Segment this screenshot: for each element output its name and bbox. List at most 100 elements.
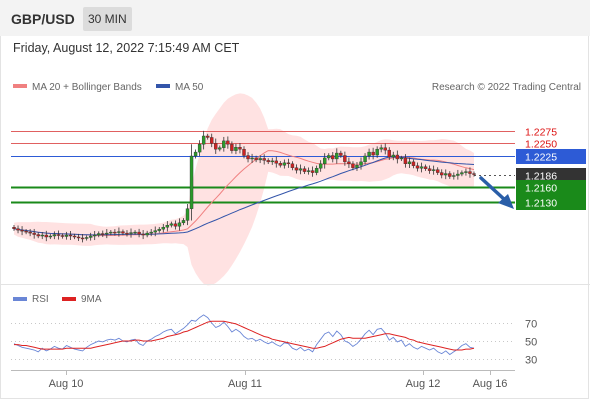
- candle-body: [254, 157, 258, 161]
- candle-body: [298, 168, 303, 171]
- candle-body: [105, 232, 109, 235]
- candle-body: [165, 225, 170, 228]
- candle-body: [93, 234, 97, 237]
- candle-body: [468, 171, 472, 174]
- last-price-label: 1.2186: [525, 171, 557, 183]
- candle-body: [117, 231, 121, 233]
- rsi-ma-legend-swatch: [62, 297, 76, 301]
- candle-body: [258, 158, 262, 161]
- support-1-label: 1.2160: [525, 183, 557, 195]
- candle-body: [387, 149, 391, 158]
- candle-body: [359, 161, 363, 166]
- candle-body: [234, 147, 238, 151]
- candle-body: [129, 232, 133, 234]
- rsi-level-label-70: 70: [525, 319, 537, 331]
- candle-body: [278, 163, 283, 166]
- candle-body: [310, 170, 315, 173]
- candle-body: [113, 231, 117, 234]
- candle-body: [76, 236, 81, 239]
- candle-body: [52, 234, 57, 237]
- candle-body: [435, 169, 440, 173]
- candle-body: [242, 148, 246, 156]
- candle-body: [246, 155, 250, 160]
- candle-body: [399, 157, 404, 160]
- ma20-legend-swatch: [13, 84, 27, 88]
- candle-body: [226, 140, 230, 145]
- arrow-head: [498, 194, 514, 209]
- candle-body: [331, 155, 335, 160]
- support-2-label-box: [516, 195, 586, 210]
- candle-body: [161, 227, 165, 230]
- candle-body: [12, 227, 16, 229]
- timeframe-button[interactable]: 30 MIN: [83, 7, 132, 31]
- bollinger-bands: [14, 93, 474, 286]
- rsi-level-label-50: 50: [525, 337, 537, 349]
- candle-body: [323, 157, 327, 165]
- candle-body: [464, 171, 468, 173]
- pivot-label: 1.2225: [525, 152, 557, 164]
- rsi-lines: [13, 314, 475, 356]
- candle-body: [448, 173, 452, 177]
- x-axis: Aug 10 Aug 11 Aug 12 Aug 16: [49, 371, 508, 390]
- x-tick-label: Aug 10: [49, 378, 84, 390]
- candle-body: [383, 147, 387, 151]
- copyright-label: Research © 2022 Trading Central: [432, 82, 581, 93]
- candle-body: [109, 231, 113, 234]
- pivot-label-box: [516, 149, 586, 164]
- rsi-ma-legend-label: 9MA: [81, 294, 102, 305]
- candle-body: [419, 166, 424, 169]
- candle-body: [24, 230, 28, 233]
- candle-body: [282, 162, 287, 166]
- candle-body: [367, 151, 371, 157]
- candle-body: [335, 152, 339, 160]
- forecast-arrow: [479, 176, 514, 209]
- candle-body: [363, 155, 367, 163]
- candle-body: [173, 223, 178, 227]
- candle-body: [395, 154, 400, 160]
- candle-body: [355, 165, 359, 168]
- candle-body: [391, 154, 395, 158]
- candle-body: [314, 167, 319, 173]
- arrow-shaft: [479, 176, 507, 202]
- x-tick-label: Aug 11: [228, 378, 262, 390]
- candle-body: [197, 144, 202, 153]
- candle-body: [250, 157, 254, 160]
- candle-body: [133, 231, 137, 234]
- candle-body: [440, 172, 444, 176]
- candle-body: [339, 152, 343, 156]
- x-tick-label: Aug 16: [473, 378, 508, 390]
- candle-body: [230, 144, 234, 151]
- candle-body: [302, 168, 307, 172]
- candle-body: [460, 172, 464, 175]
- rsi-line: [13, 314, 475, 356]
- candle-body: [185, 208, 190, 221]
- candle-body: [149, 231, 153, 234]
- candle-body: [218, 147, 222, 150]
- candle-body: [238, 147, 242, 150]
- candle-body: [72, 235, 77, 238]
- candle-body: [379, 147, 383, 150]
- candle-body: [266, 160, 270, 163]
- ma50-legend-label: MA 50: [175, 82, 204, 93]
- candle-body: [88, 235, 93, 238]
- candle-body: [407, 161, 412, 165]
- candle-body: [375, 148, 379, 156]
- candle-body: [36, 234, 40, 237]
- candle-body: [20, 229, 24, 232]
- candle-body: [40, 234, 44, 237]
- candle-body: [431, 169, 436, 171]
- candle-body: [60, 235, 65, 237]
- candle-body: [121, 231, 125, 234]
- candle-body: [286, 162, 291, 165]
- candle-body: [456, 173, 460, 176]
- candle-body: [274, 160, 278, 164]
- candle-body: [306, 170, 311, 172]
- candle-body: [145, 232, 149, 236]
- candle-body: [177, 222, 182, 227]
- candle-body: [423, 166, 428, 169]
- candle-body: [137, 231, 141, 235]
- candle-body: [472, 173, 476, 175]
- candle-body: [201, 135, 206, 145]
- candle-body: [44, 234, 48, 238]
